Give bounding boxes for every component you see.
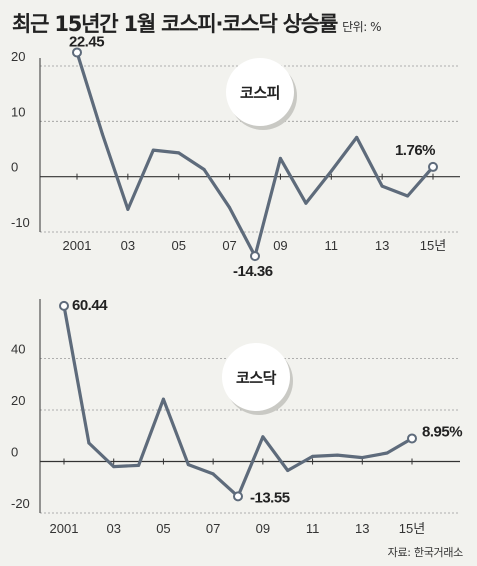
data-point <box>335 453 339 457</box>
y-tick-label: 0 <box>11 160 18 175</box>
x-tick-label: 05 <box>171 238 185 253</box>
highlight-point <box>407 433 417 444</box>
data-point <box>380 184 384 188</box>
data-point <box>406 194 410 198</box>
value-label: 8.95% <box>422 423 462 440</box>
highlight-point <box>59 300 69 311</box>
x-tick-label: 07 <box>222 238 236 253</box>
x-tick-label: 11 <box>325 238 339 253</box>
series-badge <box>222 343 290 411</box>
chart-header: 최근 15년간 1월 코스피·코스닥 상승률 단위: % <box>12 8 381 38</box>
y-tick-label: 20 <box>11 393 25 408</box>
data-point <box>211 472 215 476</box>
data-point <box>100 132 104 136</box>
x-tick-label: 07 <box>206 521 220 536</box>
y-tick-label: 20 <box>11 49 25 64</box>
series-name-label: 코스피 <box>240 84 280 102</box>
data-point <box>126 207 130 211</box>
x-tick-label: 11 <box>306 521 320 536</box>
highlight-point <box>428 161 438 172</box>
data-point <box>304 201 308 205</box>
kospi-chart: 20 10 0 -10 2001 03 05 07 09 11 13 15년 22.45 -14.36 1.… <box>11 33 460 280</box>
data-point <box>186 463 190 467</box>
data-point <box>137 463 141 467</box>
y-tick-label: -10 <box>11 215 30 230</box>
data-point <box>311 454 315 458</box>
data-point <box>87 441 91 445</box>
highlight-point <box>233 491 243 502</box>
highlight-point <box>250 251 260 262</box>
y-tick-label: 10 <box>11 104 25 119</box>
x-tick-label: 15년 <box>399 521 425 536</box>
kosdaq-chart: 40 20 0 -20 2001 03 05 07 09 11 13 15년 60.44 -13.55 8.… <box>11 297 463 536</box>
x-tick-label: 09 <box>256 521 270 536</box>
x-tick-label: 09 <box>273 238 287 253</box>
data-point <box>261 435 265 439</box>
data-point <box>385 451 389 455</box>
value-label: 1.76% <box>395 142 435 159</box>
series-badge <box>226 58 294 126</box>
data-point <box>228 206 232 210</box>
series-name-label: 코스닥 <box>236 369 277 387</box>
x-tick-label: 03 <box>106 521 120 536</box>
data-point <box>286 469 290 473</box>
x-tick-label: 2001 <box>63 238 92 253</box>
data-point <box>355 135 359 139</box>
y-tick-label: 40 <box>11 342 25 357</box>
value-label: -14.36 <box>233 263 273 280</box>
value-label: -13.55 <box>250 489 290 506</box>
unit-label: 단위: % <box>342 20 381 34</box>
highlight-point <box>72 47 82 58</box>
data-point <box>161 397 165 401</box>
value-label: 22.45 <box>69 33 104 50</box>
data-point <box>278 156 282 160</box>
data-point <box>112 465 116 469</box>
data-point <box>151 148 155 152</box>
x-tick-label: 05 <box>156 521 170 536</box>
data-point <box>177 151 181 155</box>
value-label: 60.44 <box>72 297 108 314</box>
x-tick-label: 03 <box>121 238 135 253</box>
x-tick-label: 2001 <box>50 521 79 536</box>
chart-title: 최근 15년간 1월 코스피·코스닥 상승률 <box>12 12 338 36</box>
x-tick-label: 13 <box>375 238 389 253</box>
data-point <box>360 456 364 460</box>
x-tick-label: 13 <box>355 521 369 536</box>
y-tick-label: -20 <box>11 496 30 511</box>
data-point <box>202 167 206 171</box>
y-tick-label: 0 <box>11 445 18 460</box>
source-note: 자료: 한국거래소 <box>387 546 464 559</box>
data-point <box>329 169 333 173</box>
x-tick-label: 15년 <box>420 238 446 253</box>
